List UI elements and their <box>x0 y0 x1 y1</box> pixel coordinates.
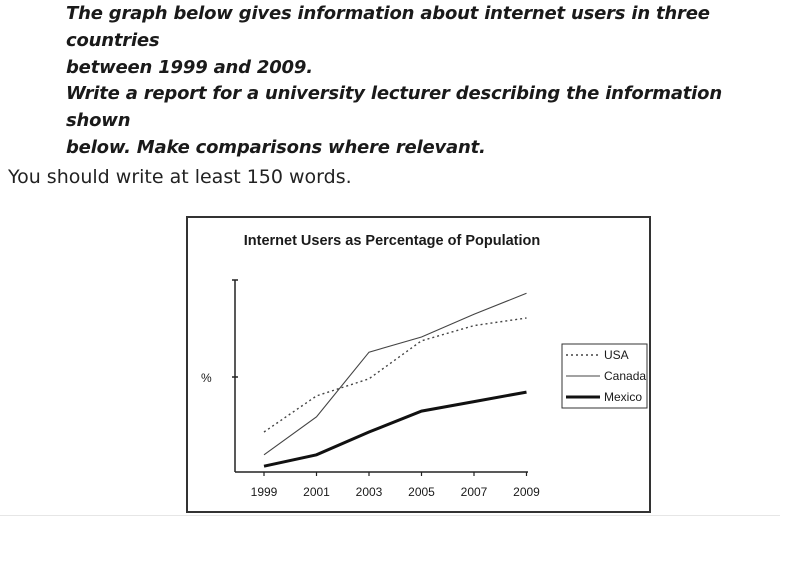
x-tick-label-2007: 2007 <box>461 485 488 499</box>
y-axis-label: % <box>201 371 212 385</box>
word-count-instruction: You should write at least 150 words. <box>8 166 352 188</box>
chart-title: Internet Users as Percentage of Populati… <box>244 233 541 249</box>
x-axis-tick-labels: 1999 2001 2003 2005 2007 2009 <box>251 485 541 499</box>
legend: USA Canada Mexico <box>561 343 648 409</box>
x-tick-label-2001: 2001 <box>303 485 330 499</box>
x-tick-label-2005: 2005 <box>408 485 435 499</box>
task-line-3: Write a report for a university lecturer… <box>66 83 722 131</box>
x-tick-label-2009: 2009 <box>513 485 540 499</box>
legend-label-canada: Canada <box>604 369 646 383</box>
x-axis-ticks <box>263 472 528 476</box>
x-tick-label-1999: 1999 <box>251 485 278 499</box>
series-line-mexico <box>263 390 527 468</box>
legend-label-mexico: Mexico <box>604 390 642 404</box>
task-line-2: between 1999 and 2009. <box>66 57 313 78</box>
task-line-4: below. Make comparisons where relevant. <box>66 137 486 158</box>
series-lines <box>263 292 527 468</box>
series-line-canada <box>263 292 527 456</box>
task-description: The graph below gives information about … <box>66 0 786 81</box>
task-line-1: The graph below gives information about … <box>66 3 710 51</box>
divider <box>0 515 780 516</box>
legend-label-usa: USA <box>604 348 629 362</box>
series-line-usa <box>263 317 527 433</box>
task-requirement: Write a report for a university lecturer… <box>66 80 786 161</box>
chart-frame: Internet Users as Percentage of Populati… <box>186 216 651 513</box>
x-tick-label-2003: 2003 <box>356 485 383 499</box>
line-chart: Internet Users as Percentage of Populati… <box>201 233 648 499</box>
legend-items: USA Canada Mexico <box>566 348 646 404</box>
